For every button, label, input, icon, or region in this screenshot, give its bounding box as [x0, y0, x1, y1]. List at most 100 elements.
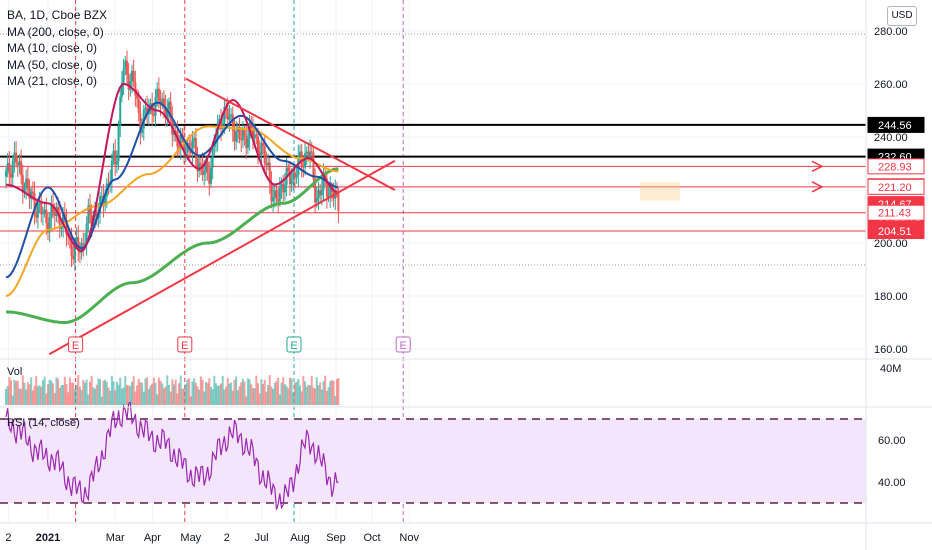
candle-body [26, 178, 29, 189]
candle-body [319, 190, 322, 196]
volume-bar [241, 378, 244, 405]
price-badge-label: 204.51 [878, 226, 912, 238]
candle-body [230, 114, 233, 117]
candle-body [178, 146, 181, 149]
volume-bar [6, 386, 9, 405]
earnings-badge-label: E [72, 340, 79, 352]
volume-bar [251, 388, 254, 405]
volume-bar [275, 381, 278, 405]
candle-body [43, 209, 46, 214]
volume-bar [127, 385, 130, 405]
candle-body [184, 151, 187, 153]
price-badge [867, 223, 925, 240]
volume-bar [171, 379, 174, 405]
volume-bar [246, 378, 249, 405]
price-badge [867, 204, 925, 221]
candle-body [295, 175, 298, 178]
candle-body [240, 138, 243, 141]
candle-body [23, 187, 26, 193]
candle-body [47, 223, 49, 233]
time-tick-label: 2021 [36, 532, 60, 544]
time-tick-label: Aug [290, 532, 310, 544]
volume-bar [288, 377, 291, 405]
volume-bar [82, 379, 85, 405]
volume-bar [193, 378, 196, 405]
candle-body [315, 198, 318, 203]
volume-bar [277, 377, 280, 405]
currency-button[interactable]: USD [887, 6, 917, 26]
volume-bar [228, 383, 231, 405]
candle-body [272, 197, 275, 202]
volume-bar [297, 379, 300, 405]
volume-bar [131, 381, 133, 405]
candle-body [196, 158, 199, 172]
volume-bar [243, 381, 246, 405]
legend-symbol[interactable]: BA, 1D, Cboe BZX [7, 8, 108, 22]
volume-bar [262, 383, 265, 405]
candle-body [28, 188, 31, 199]
legend-ma10[interactable]: MA (10, close, 0) [7, 41, 98, 55]
candle-body [146, 107, 149, 115]
volume-bar [53, 393, 56, 405]
candle-body [231, 114, 234, 131]
candle-body [129, 81, 132, 90]
candle-body [283, 184, 286, 193]
rsi-label: RSI (14, close) [7, 417, 80, 429]
candle-body [314, 178, 317, 203]
candle-body [238, 127, 241, 139]
candle-body [77, 237, 80, 251]
candle-body [251, 128, 254, 139]
candle-body [112, 150, 115, 161]
legend-ma200[interactable]: MA (200, close, 0) [7, 24, 104, 39]
candle-body [136, 95, 139, 99]
volume-bar [329, 381, 332, 405]
candle-body [162, 98, 165, 107]
volume-bar [216, 385, 219, 405]
volume-bar [330, 380, 333, 405]
price-badge-label: 221.20 [878, 182, 912, 194]
earnings-badge [395, 336, 411, 353]
volume-bar [80, 389, 83, 405]
volume-bar [157, 377, 160, 405]
rsi-tick-label: 60.00 [878, 435, 906, 447]
volume-bar [231, 390, 234, 405]
volume-bar [310, 376, 313, 405]
volume-bar [320, 389, 323, 405]
price-badge-label: 228.93 [878, 161, 912, 173]
volume-bar [179, 375, 182, 405]
volume-bar [189, 396, 192, 405]
volume-bar [16, 380, 19, 405]
rsi-tick-label: 40.00 [878, 477, 906, 489]
volume-bar [25, 389, 28, 405]
volume-bar [196, 386, 199, 405]
candle-body [10, 173, 13, 178]
candle-body [307, 151, 310, 158]
candle-body [120, 83, 123, 97]
legend-ma21[interactable]: MA (21, close, 0) [7, 74, 98, 88]
volume-bar [176, 393, 179, 405]
volume-bar [206, 383, 209, 405]
volume-bar [240, 382, 243, 405]
candle-body [107, 183, 110, 185]
volume-bar [41, 380, 44, 405]
volume-bar [319, 382, 322, 405]
legend-ma50[interactable]: MA (50, close, 0) [7, 57, 98, 72]
candle-body [119, 96, 122, 126]
volume-bar [152, 377, 155, 405]
volume-bar [38, 385, 41, 405]
volume-bar [78, 386, 81, 405]
volume-bar [89, 381, 91, 405]
candle-body [329, 186, 332, 197]
candle-body [85, 223, 88, 245]
candle-body [268, 162, 271, 182]
time-tick-label: Jul [255, 532, 269, 544]
earnings-badge [286, 336, 302, 353]
candle-body [139, 112, 142, 134]
volume-bar [221, 375, 224, 405]
volume-bar [136, 385, 139, 405]
candle-body [265, 163, 268, 166]
volume-bar [52, 383, 55, 405]
candle-body [134, 82, 137, 96]
